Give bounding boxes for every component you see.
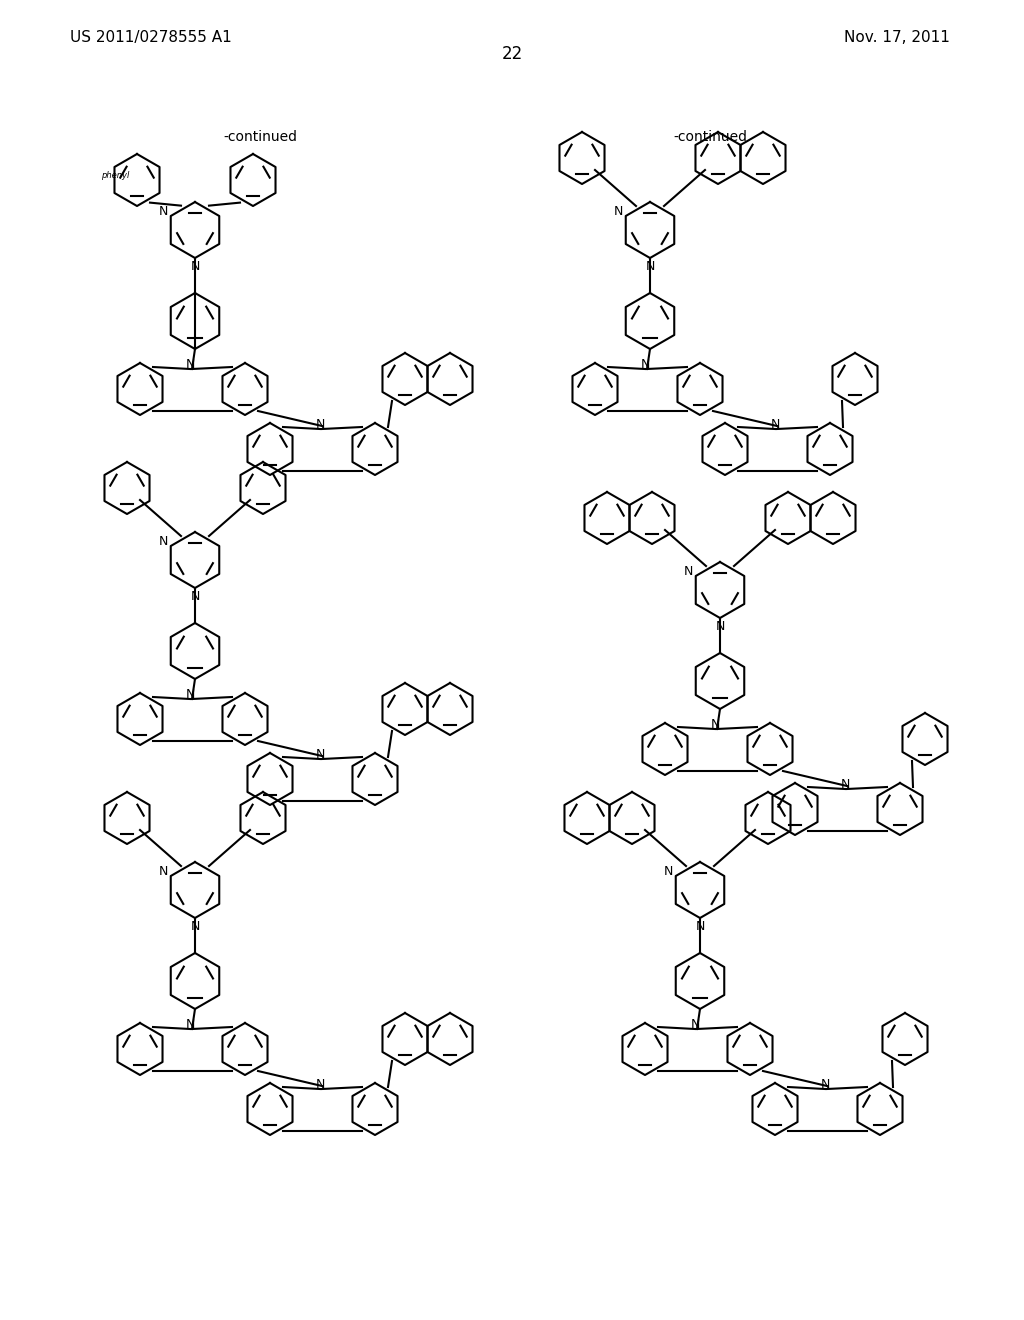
Text: N: N bbox=[841, 777, 850, 791]
Text: US 2011/0278555 A1: US 2011/0278555 A1 bbox=[70, 30, 231, 45]
Text: N: N bbox=[315, 747, 325, 760]
Text: N: N bbox=[683, 565, 692, 578]
Text: N: N bbox=[190, 260, 200, 273]
Text: N: N bbox=[159, 205, 168, 218]
Text: N: N bbox=[695, 920, 705, 933]
Text: N: N bbox=[190, 590, 200, 603]
Text: -continued: -continued bbox=[673, 129, 746, 144]
Text: N: N bbox=[185, 688, 195, 701]
Text: N: N bbox=[190, 920, 200, 933]
Text: N: N bbox=[640, 358, 649, 371]
Text: N: N bbox=[770, 417, 779, 430]
Text: N: N bbox=[613, 205, 623, 218]
Text: phenyl: phenyl bbox=[100, 170, 129, 180]
Text: N: N bbox=[645, 260, 654, 273]
Text: N: N bbox=[711, 718, 720, 730]
Text: N: N bbox=[185, 358, 195, 371]
Text: N: N bbox=[159, 865, 168, 878]
Text: Nov. 17, 2011: Nov. 17, 2011 bbox=[844, 30, 950, 45]
Text: -continued: -continued bbox=[223, 129, 297, 144]
Text: N: N bbox=[690, 1018, 699, 1031]
Text: 22: 22 bbox=[502, 45, 522, 63]
Text: N: N bbox=[315, 1077, 325, 1090]
Text: N: N bbox=[820, 1077, 829, 1090]
Text: N: N bbox=[716, 620, 725, 634]
Text: N: N bbox=[315, 417, 325, 430]
Text: N: N bbox=[664, 865, 673, 878]
Text: N: N bbox=[185, 1018, 195, 1031]
Text: N: N bbox=[159, 535, 168, 548]
